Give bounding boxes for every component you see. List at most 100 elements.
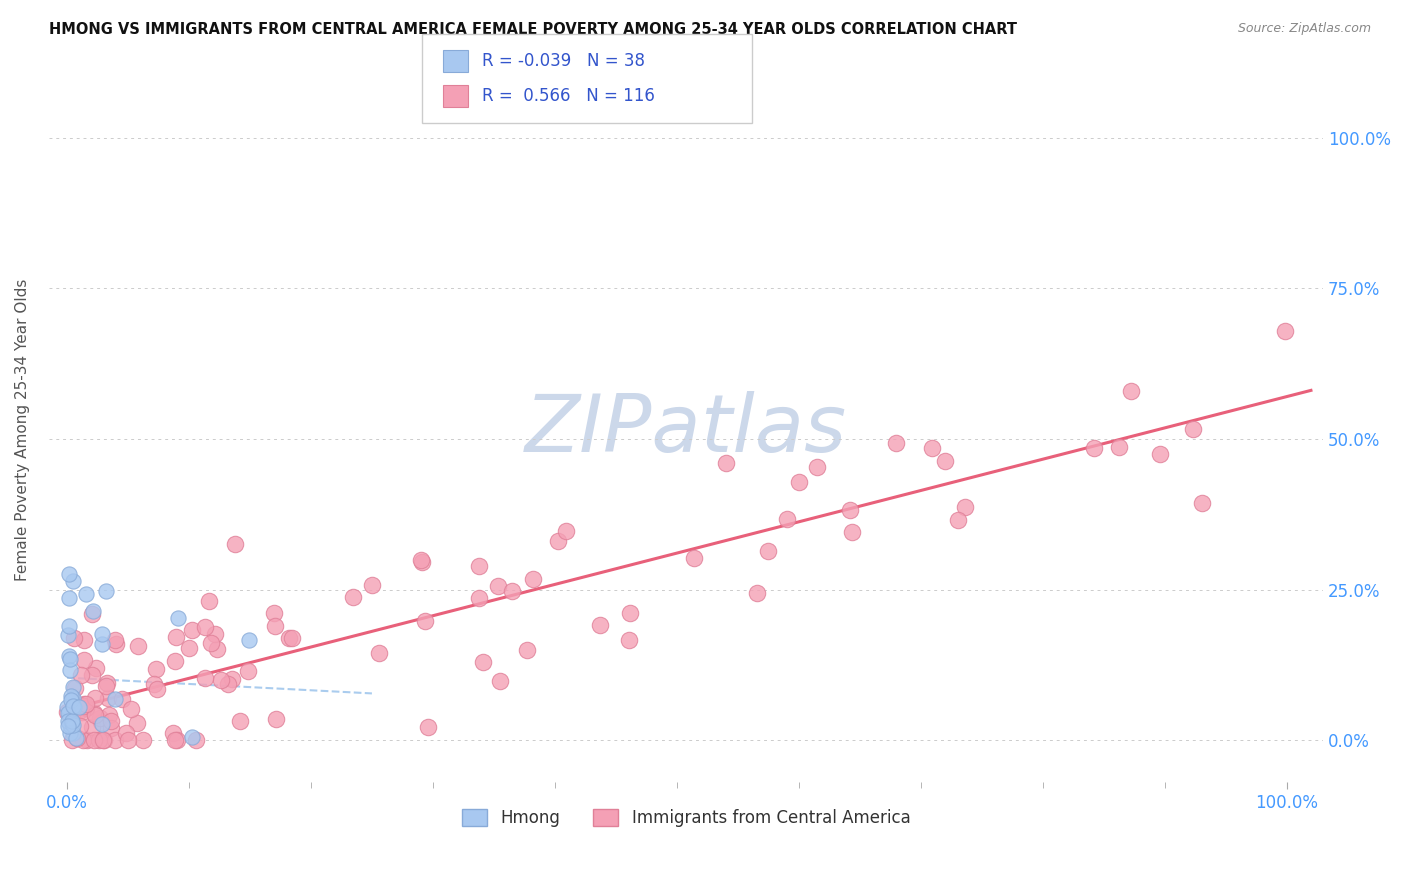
Point xyxy=(776,512,799,526)
Point xyxy=(163,654,186,668)
Point xyxy=(682,550,704,565)
Point xyxy=(756,544,779,558)
Text: R =  0.566   N = 116: R = 0.566 N = 116 xyxy=(482,87,655,105)
Point xyxy=(62,706,84,720)
Point xyxy=(229,714,252,729)
Point xyxy=(1191,496,1213,510)
Point xyxy=(90,627,112,641)
Point xyxy=(921,441,943,455)
Point xyxy=(65,681,87,696)
Point xyxy=(111,692,134,706)
Point xyxy=(839,503,862,517)
Point xyxy=(82,604,104,618)
Point xyxy=(486,579,509,593)
Point xyxy=(179,641,201,656)
Point xyxy=(132,733,155,747)
Point xyxy=(146,682,169,697)
Point xyxy=(278,631,301,645)
Point xyxy=(360,578,382,592)
Point xyxy=(104,733,127,747)
Point xyxy=(1119,384,1142,399)
Point xyxy=(264,713,287,727)
Point xyxy=(58,706,80,721)
Point xyxy=(84,707,107,722)
Point xyxy=(62,699,84,714)
Legend: Hmong, Immigrants from Central America: Hmong, Immigrants from Central America xyxy=(456,803,917,834)
Point xyxy=(468,591,491,605)
Point xyxy=(91,637,114,651)
Point xyxy=(82,607,104,621)
Point xyxy=(90,715,112,730)
Point xyxy=(104,633,127,648)
Point xyxy=(588,618,610,632)
Point xyxy=(236,664,259,678)
Point xyxy=(58,628,80,642)
Point xyxy=(413,615,436,629)
Point xyxy=(1182,422,1205,436)
Point xyxy=(97,690,120,705)
Point xyxy=(59,651,82,665)
Point xyxy=(96,679,118,693)
Point xyxy=(58,591,80,605)
Point xyxy=(59,689,82,703)
Point xyxy=(67,704,90,718)
Point xyxy=(789,475,811,490)
Point xyxy=(1108,440,1130,454)
Point xyxy=(200,636,222,650)
Point xyxy=(83,733,105,747)
Point xyxy=(221,672,243,686)
Point xyxy=(238,632,260,647)
Point xyxy=(516,642,538,657)
Text: R = -0.039   N = 38: R = -0.039 N = 38 xyxy=(482,52,645,70)
Point xyxy=(56,706,79,721)
Point xyxy=(167,611,190,625)
Point xyxy=(205,642,228,657)
Point xyxy=(97,708,120,723)
Point xyxy=(60,733,83,747)
Point xyxy=(806,460,828,475)
Point xyxy=(75,700,97,714)
Point xyxy=(411,553,433,567)
Point xyxy=(368,647,391,661)
Point xyxy=(194,671,217,685)
Point xyxy=(104,692,127,706)
Point xyxy=(1083,441,1105,455)
Point xyxy=(934,454,956,468)
Point xyxy=(62,690,84,705)
Point xyxy=(62,680,84,694)
Point xyxy=(217,676,239,690)
Point xyxy=(62,574,84,588)
Point xyxy=(120,702,142,716)
Point xyxy=(745,586,768,600)
Point xyxy=(89,711,111,725)
Text: HMONG VS IMMIGRANTS FROM CENTRAL AMERICA FEMALE POVERTY AMONG 25-34 YEAR OLDS CO: HMONG VS IMMIGRANTS FROM CENTRAL AMERICA… xyxy=(49,22,1017,37)
Point xyxy=(58,619,80,633)
Text: ZIPatlas: ZIPatlas xyxy=(524,391,846,469)
Point xyxy=(181,623,204,637)
Point xyxy=(59,726,82,740)
Point xyxy=(59,663,82,677)
Point xyxy=(56,706,79,720)
Point xyxy=(1149,447,1171,461)
Point xyxy=(58,566,80,581)
Point xyxy=(73,633,96,648)
Point xyxy=(127,639,149,653)
Point xyxy=(117,733,139,747)
Point xyxy=(83,691,105,706)
Point xyxy=(73,697,96,711)
Point xyxy=(948,513,970,527)
Point xyxy=(66,731,89,745)
Point xyxy=(59,692,82,706)
Point xyxy=(264,618,287,632)
Point xyxy=(93,733,115,747)
Point xyxy=(82,668,104,682)
Point xyxy=(59,714,82,728)
Point xyxy=(162,726,184,740)
Point xyxy=(501,584,523,599)
Point xyxy=(58,719,80,733)
Point xyxy=(127,716,149,731)
Point xyxy=(209,673,232,687)
Point xyxy=(204,627,226,641)
Point xyxy=(96,676,118,690)
Point xyxy=(70,668,93,682)
